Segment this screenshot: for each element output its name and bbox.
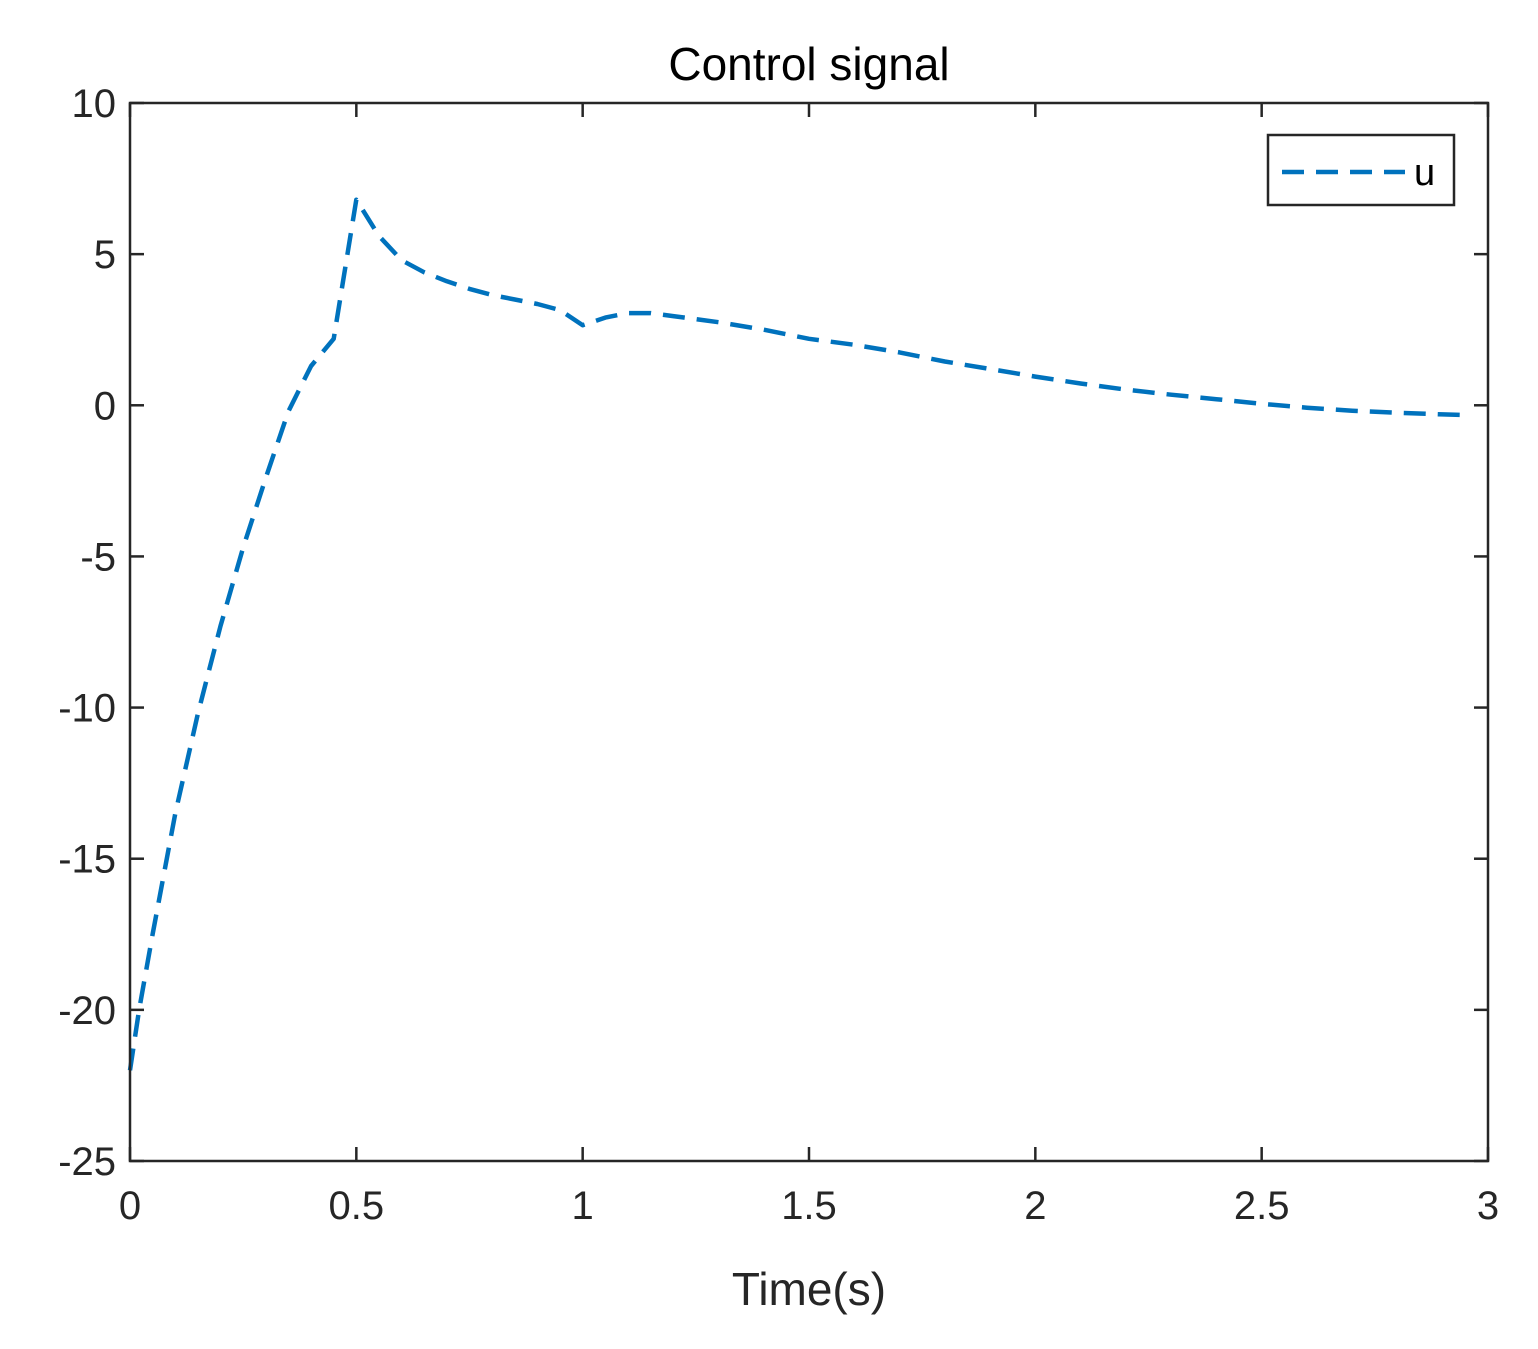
plot-area (130, 103, 1488, 1161)
x-tick-label: 2 (1024, 1184, 1046, 1228)
x-tick-label: 1 (572, 1184, 594, 1228)
x-tick-label: 0 (119, 1184, 141, 1228)
x-tick-label: 3 (1477, 1184, 1499, 1228)
chart-title: Control signal (668, 38, 949, 90)
series-layer (127, 197, 1466, 1071)
axes-box (128, 101, 1490, 1163)
y-tick-label: -5 (80, 535, 116, 579)
y-tick-label: 5 (94, 233, 116, 277)
y-tick-label: -25 (58, 1140, 116, 1184)
y-tick-labels: -25 -20 -15 -10 -5 0 5 10 (58, 82, 116, 1184)
x-tick-label: 1.5 (781, 1184, 837, 1228)
y-tick-label: -15 (58, 838, 116, 882)
y-tick-label: 0 (94, 384, 116, 428)
x-tick-label: 2.5 (1234, 1184, 1290, 1228)
series-line-u (127, 197, 1466, 1071)
x-axis-label: Time(s) (732, 1263, 886, 1315)
legend: u (1266, 133, 1456, 207)
y-tick-label: 10 (72, 82, 117, 126)
y-tick-label: -10 (58, 687, 116, 731)
x-tick-labels: 0 0.5 1 1.5 2 2.5 3 (119, 1184, 1499, 1228)
legend-label-u: u (1414, 152, 1435, 194)
y-tick-label: -20 (58, 989, 116, 1033)
x-tick-label: 0.5 (329, 1184, 385, 1228)
